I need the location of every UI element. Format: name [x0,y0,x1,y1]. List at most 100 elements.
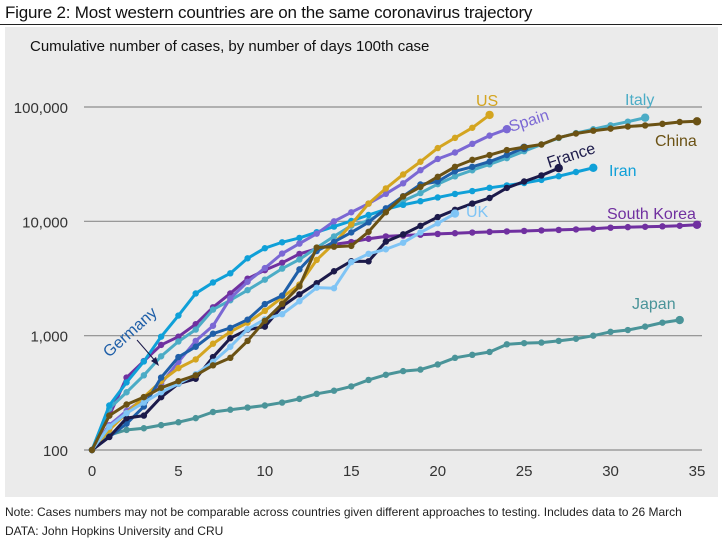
label-south-korea: South Korea [607,206,696,223]
point-south-korea [641,223,649,230]
point-us [382,185,390,192]
point-france [486,194,493,202]
point-china [261,317,269,324]
point-uk [157,389,165,396]
point-china [106,412,113,419]
point-iran [192,290,199,297]
point-china [538,141,545,148]
label-spain: Spain [507,107,551,136]
point-uk [382,246,390,253]
point-japan [157,421,165,429]
point-italy [417,189,424,197]
point-china [503,146,511,154]
point-germany [175,353,182,361]
point-uk [365,250,372,258]
point-japan [520,339,528,347]
x-tick-label: 10 [257,463,274,480]
point-spain [261,264,269,272]
point-italy [261,276,269,283]
point-france [417,222,424,230]
point-china [451,163,459,170]
point-china [676,118,683,126]
point-south-korea [676,222,683,229]
point-south-korea [434,230,441,238]
point-japan [572,335,580,342]
point-china [659,120,666,128]
point-germany [365,219,372,226]
label-italy: Italy [625,92,654,109]
point-south-korea [555,226,562,234]
point-japan [348,383,355,390]
gridlines [84,106,702,451]
point-south-korea [572,226,580,233]
point-china [692,117,702,126]
point-uk [244,325,251,333]
point-italy [296,256,303,263]
point-china [520,143,528,151]
point-germany [434,178,441,185]
point-china [192,372,199,379]
point-us [399,171,407,178]
point-iran [244,255,251,262]
point-uk [123,409,130,417]
point-spain [451,149,459,156]
label-iran: Iran [609,163,637,180]
point-germany [192,343,199,350]
point-spain [192,337,199,345]
point-uk [296,298,303,305]
point-italy [624,118,632,125]
series-china [88,117,702,454]
point-italy [123,389,130,396]
point-japan [365,376,372,384]
footnote: Note: Cases numbers may not be comparabl… [5,505,682,519]
point-japan [140,425,148,432]
point-south-korea [451,230,459,237]
point-us [469,124,476,131]
point-italy [140,372,148,379]
point-china [641,122,649,129]
point-germany [503,151,511,159]
point-south-korea [365,235,372,242]
point-japan [175,419,182,426]
point-south-korea [503,228,511,235]
point-japan [123,426,130,434]
point-uk [278,311,286,318]
point-china [296,283,303,290]
point-france [520,178,528,185]
point-us [348,221,355,228]
y-axis-ticks: 100 1,000 10,000 100,000 [14,100,68,460]
point-uk [399,239,407,246]
point-italy [330,233,338,240]
point-uk [330,285,338,292]
point-iran [365,211,372,219]
line-china [90,119,698,451]
point-china [278,300,286,307]
series-lines [88,110,702,454]
point-spain [399,180,407,187]
x-tick-label: 35 [689,463,706,480]
point-japan [590,332,597,339]
point-france [469,200,476,207]
point-japan [209,408,217,416]
point-germany [348,229,355,236]
point-japan [555,337,562,345]
point-iran [538,176,545,184]
point-spain [348,209,355,216]
point-japan [538,339,545,346]
point-iran [330,223,338,230]
point-germany [261,300,269,308]
point-germany [469,163,476,170]
point-uk [140,399,148,406]
point-japan [417,366,424,373]
point-iran [278,239,286,246]
point-italy [640,113,650,122]
x-tick-label: 5 [174,463,182,480]
point-south-korea [520,227,528,235]
line-france [91,166,560,452]
point-us [434,144,441,152]
point-iran [589,163,598,172]
point-japan [624,326,632,334]
label-china: China [655,133,697,150]
point-france [296,291,303,298]
point-us [417,158,424,165]
